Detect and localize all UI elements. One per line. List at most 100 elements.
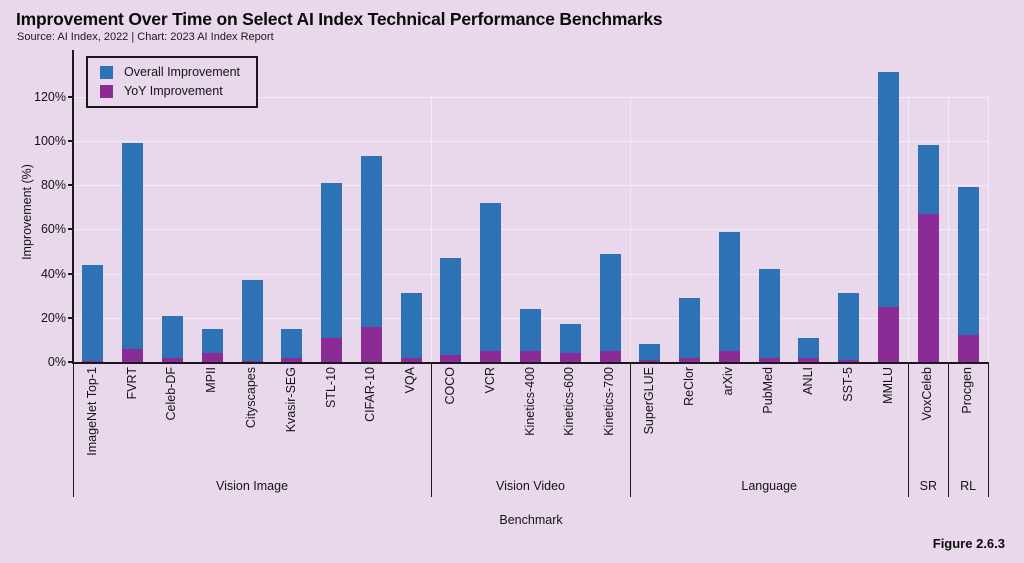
- bar-overall-procgen: [957, 187, 979, 362]
- bar-overall-fvrt: [122, 143, 144, 362]
- bar-yoy-kinetics-700: [599, 350, 621, 362]
- group-label-rl: RL: [960, 479, 977, 493]
- bar-overall-stl-10: [321, 182, 343, 362]
- bar-overall-kinetics-700: [599, 253, 621, 362]
- y-tick-label: 80%: [40, 178, 66, 193]
- y-tick-mark: [68, 184, 73, 187]
- bar-yoy-reclor: [679, 357, 701, 362]
- group-label-language: Language: [741, 479, 797, 493]
- y-tick-label: 0%: [47, 355, 66, 369]
- x-tick-label-sst-5: SST-5: [840, 367, 855, 402]
- legend-item-overall: Overall Improvement: [100, 65, 240, 79]
- chart-title: Improvement Over Time on Select AI Index…: [16, 9, 663, 29]
- group-divider: [988, 362, 989, 497]
- overall-improvement-swatch-icon: [100, 65, 113, 79]
- chart-subtitle: Source: AI Index, 2022 | Chart: 2023 AI …: [17, 31, 274, 43]
- x-tick-label-vqa: VQA: [403, 367, 418, 394]
- figure-label: Figure 2.6.3: [932, 536, 1005, 551]
- x-tick-label-celeb-df: Celeb-DF: [164, 367, 179, 421]
- x-tick-label-vcr: VCR: [482, 367, 497, 394]
- bar-overall-arxiv: [718, 231, 740, 362]
- gridline-horizontal: [73, 273, 988, 275]
- bar-yoy-kinetics-400: [520, 350, 541, 362]
- y-tick-mark: [68, 140, 73, 142]
- x-tick-label-kvasir-seg: Kvasir-SEG: [283, 367, 298, 433]
- bar-yoy-sst-5: [838, 359, 860, 362]
- group-divider: [948, 362, 950, 497]
- bar-yoy-kvasir-seg: [281, 357, 303, 362]
- x-axis-line: [72, 362, 989, 364]
- yoy-improvement-swatch-icon: [100, 84, 113, 98]
- bar-overall-reclor: [679, 297, 701, 362]
- group-label-sr: SR: [919, 479, 937, 493]
- y-tick-label: 40%: [40, 266, 66, 281]
- x-tick-label-imagenet-top-1: ImageNet Top-1: [84, 367, 99, 456]
- bar-yoy-vqa: [400, 357, 422, 362]
- bar-overall-celeb-df: [161, 315, 183, 362]
- bar-yoy-celeb-df: [161, 357, 183, 362]
- legend-item-yoy: YoY Improvement: [100, 84, 240, 98]
- x-tick-label-coco: COCO: [442, 367, 457, 405]
- group-divider: [73, 362, 74, 497]
- bar-overall-vcr: [480, 202, 502, 362]
- x-tick-label-cifar-10: CIFAR-10: [363, 367, 378, 422]
- x-tick-label-kinetics-700: Kinetics-700: [602, 367, 617, 436]
- x-tick-label-reclor: ReClor: [681, 367, 696, 406]
- group-divider: [908, 362, 910, 497]
- x-tick-label-mmlu: MMLU: [880, 367, 895, 404]
- group-label-vision-video: Vision Video: [495, 479, 566, 493]
- bar-overall-sst-5: [838, 293, 860, 362]
- bar-yoy-voxceleb: [917, 213, 939, 362]
- x-tick-label-arxiv: arXiv: [721, 367, 736, 396]
- y-tick-mark: [68, 95, 73, 98]
- x-tick-label-pubmed: PubMed: [761, 367, 776, 414]
- bar-overall-cifar-10: [360, 156, 382, 362]
- gridline-vertical: [988, 95, 989, 362]
- gridline-horizontal: [73, 141, 988, 142]
- bar-overall-imagenet-top-1: [82, 264, 104, 362]
- y-axis-line: [72, 50, 74, 364]
- y-tick-label: 60%: [40, 222, 66, 237]
- bar-yoy-kinetics-600: [559, 353, 581, 362]
- bar-yoy-imagenet-top-1: [82, 360, 104, 362]
- bar-yoy-cifar-10: [360, 326, 382, 362]
- y-tick-label: 120%: [34, 89, 66, 104]
- bar-overall-vqa: [400, 293, 422, 362]
- bar-yoy-vcr: [480, 350, 502, 362]
- y-tick-label: 100%: [34, 134, 66, 148]
- bar-yoy-pubmed: [758, 357, 780, 362]
- bar-yoy-stl-10: [321, 337, 343, 362]
- bar-overall-cityscapes: [241, 280, 263, 362]
- legend-label-overall: Overall Improvement: [124, 65, 241, 79]
- gridline-horizontal: [73, 229, 988, 231]
- bar-yoy-procgen: [957, 335, 979, 362]
- x-tick-label-mpii: MPII: [204, 367, 219, 393]
- x-tick-label-procgen: Procgen: [960, 367, 975, 414]
- bar-overall-kvasir-seg: [281, 328, 303, 362]
- legend: Overall Improvement YoY Improvement: [86, 56, 259, 108]
- gridline-vertical: [948, 95, 950, 362]
- bar-yoy-mmlu: [878, 306, 900, 362]
- bar-yoy-fvrt: [122, 348, 144, 362]
- y-tick-label: 20%: [40, 310, 66, 325]
- bar-yoy-coco: [440, 355, 462, 362]
- y-tick-mark: [68, 361, 73, 363]
- x-tick-label-superglue: SuperGLUE: [641, 367, 656, 435]
- y-tick-mark: [68, 228, 73, 231]
- x-tick-label-kinetics-400: Kinetics-400: [522, 367, 537, 436]
- bar-overall-coco: [440, 258, 462, 362]
- x-tick-label-kinetics-600: Kinetics-600: [562, 367, 577, 436]
- x-tick-label-voxceleb: VoxCeleb: [920, 367, 935, 421]
- group-divider: [629, 362, 631, 497]
- gridline-vertical: [629, 95, 631, 362]
- bar-yoy-cityscapes: [241, 360, 263, 362]
- bar-overall-kinetics-400: [520, 308, 541, 362]
- bar-overall-pubmed: [758, 269, 780, 362]
- x-tick-label-stl-10: STL-10: [323, 367, 338, 408]
- gridline-horizontal: [73, 96, 988, 98]
- bar-yoy-arxiv: [718, 350, 740, 362]
- x-axis-title: Benchmark: [499, 513, 563, 527]
- y-tick-mark: [68, 316, 73, 319]
- x-tick-label-anli: ANLI: [800, 367, 815, 395]
